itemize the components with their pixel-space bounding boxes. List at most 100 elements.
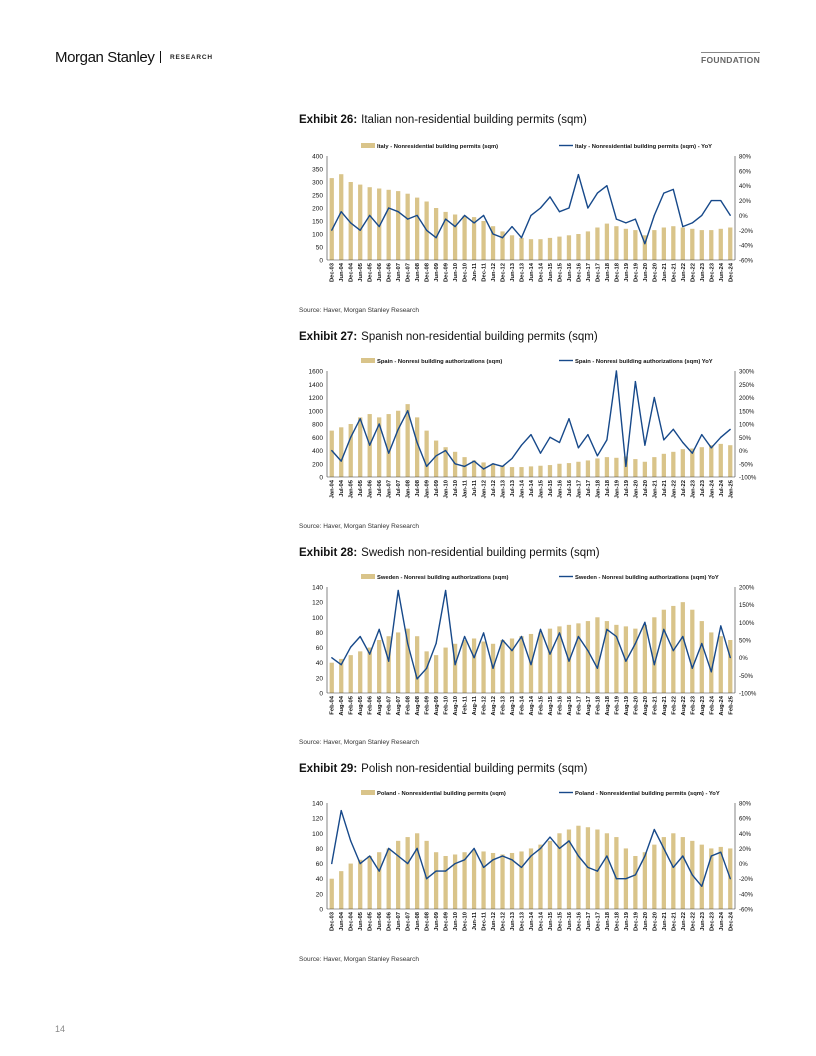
- x-tick-label: Jan-16: [557, 479, 563, 498]
- line-point: [596, 192, 599, 194]
- x-tick-label: Aug-22: [681, 696, 687, 716]
- line-point: [501, 639, 504, 641]
- bar: [709, 230, 714, 260]
- chart-poland: 0 20 40 60 80 100 120 140 -60% -40% -20% 0% 20% 40% 60…: [312, 790, 754, 931]
- bar: [509, 467, 515, 477]
- x-tick-label: Jun-24: [719, 262, 725, 281]
- bar: [595, 617, 600, 693]
- line-point: [634, 642, 636, 645]
- x-tick-label: Dec-21: [671, 911, 677, 931]
- x-tick-label: Jun-04: [339, 262, 345, 281]
- bar: [415, 833, 420, 909]
- y-left-tick-label: 1200: [309, 395, 324, 402]
- line-point: [378, 225, 380, 228]
- bar: [500, 640, 505, 693]
- bar: [348, 863, 353, 909]
- x-tick-label: Jul-17: [586, 480, 592, 497]
- bar: [348, 655, 353, 693]
- line-point: [558, 847, 561, 850]
- bar: [490, 852, 496, 909]
- line-point: [359, 229, 361, 231]
- x-tick-label: Jan-20: [633, 480, 639, 498]
- line-point: [644, 855, 646, 857]
- bar: [661, 227, 666, 260]
- bar: [661, 453, 666, 477]
- line-point: [539, 628, 542, 630]
- line-point: [691, 452, 693, 454]
- x-tick-label: Jun-08: [415, 262, 421, 281]
- bar: [500, 231, 505, 260]
- line-point: [520, 635, 523, 638]
- line-point: [416, 678, 418, 680]
- x-tick-label: Dec-03: [330, 911, 336, 931]
- bar: [396, 191, 401, 260]
- x-tick-label: Dec-06: [387, 911, 393, 931]
- legend-label: Italy - Nonresidential building permits …: [575, 144, 712, 150]
- line-point: [577, 855, 580, 857]
- y-right-tick-label: 0%: [739, 862, 748, 868]
- line-point: [520, 237, 523, 239]
- line-point: [331, 862, 333, 865]
- x-tick-label: Aug-18: [605, 695, 611, 715]
- legend-swatch-bar: [361, 574, 375, 579]
- x-tick-label: Dec-18: [614, 911, 620, 931]
- y-left-tick-label: 60: [316, 645, 324, 652]
- x-tick-label: Jun-14: [529, 262, 535, 281]
- x-tick-label: Dec-20: [652, 912, 658, 931]
- bar: [642, 852, 647, 909]
- line-point: [378, 870, 380, 872]
- bar: [699, 447, 704, 477]
- y-left-tick-label: 400: [312, 448, 323, 455]
- bar: [709, 848, 714, 909]
- x-tick-label: Aug-05: [358, 695, 364, 715]
- y-left-tick-label: 20: [316, 891, 324, 898]
- line-point: [587, 207, 589, 209]
- x-tick-label: Aug-09: [434, 695, 440, 715]
- line-point: [463, 214, 466, 217]
- x-tick-label: Feb-21: [652, 695, 658, 714]
- line-point: [568, 418, 570, 420]
- x-tick-label: Dec-17: [595, 263, 601, 282]
- x-tick-label: Dec-22: [690, 263, 696, 282]
- bar: [443, 447, 448, 477]
- line-point: [615, 218, 617, 220]
- bar: [481, 641, 486, 693]
- exhibit-heading: Swedish non-residential building permits…: [361, 547, 600, 559]
- line-point: [501, 237, 504, 239]
- x-tick-label: Dec-22: [690, 912, 696, 931]
- bar: [367, 647, 372, 693]
- line-point: [416, 441, 418, 444]
- legend-label: Spain - Nonresi building authorizations …: [575, 359, 713, 365]
- y-left-tick-label: 200: [312, 206, 323, 213]
- bar: [699, 230, 704, 260]
- x-tick-label: Jan-18: [595, 479, 601, 498]
- line-point: [568, 207, 570, 209]
- line-point: [682, 225, 684, 228]
- bar: [614, 837, 619, 909]
- y-right-tick-label: -100%: [739, 692, 757, 698]
- x-tick-label: Jan-22: [671, 480, 677, 498]
- x-tick-label: Dec-14: [538, 262, 544, 282]
- line-point: [577, 635, 580, 638]
- x-tick-label: Aug-14: [529, 695, 535, 715]
- bar: [377, 188, 382, 260]
- bar: [566, 829, 572, 909]
- x-tick-label: Dec-06: [387, 262, 393, 282]
- exhibit-title: Exhibit 26: Italian non-residential build…: [299, 114, 587, 126]
- x-tick-label: Dec-11: [482, 262, 488, 281]
- y-right-tick-label: 40%: [739, 832, 752, 838]
- x-tick-label: Jul-18: [605, 479, 611, 497]
- line-point: [378, 628, 380, 630]
- bar: [443, 211, 448, 260]
- line-point: [520, 866, 523, 868]
- x-tick-label: Jun-10: [453, 263, 459, 282]
- exhibit-source: Source: Haver, Morgan Stanley Research: [299, 523, 419, 530]
- line-point: [340, 211, 342, 213]
- y-right-tick-label: -50%: [739, 462, 754, 468]
- bar: [519, 467, 524, 477]
- brand-logo: Morgan Stanley: [55, 49, 155, 66]
- y-left-tick-label: 100: [312, 615, 323, 622]
- line-point: [445, 589, 447, 592]
- line-point: [587, 434, 589, 436]
- bar: [519, 851, 524, 909]
